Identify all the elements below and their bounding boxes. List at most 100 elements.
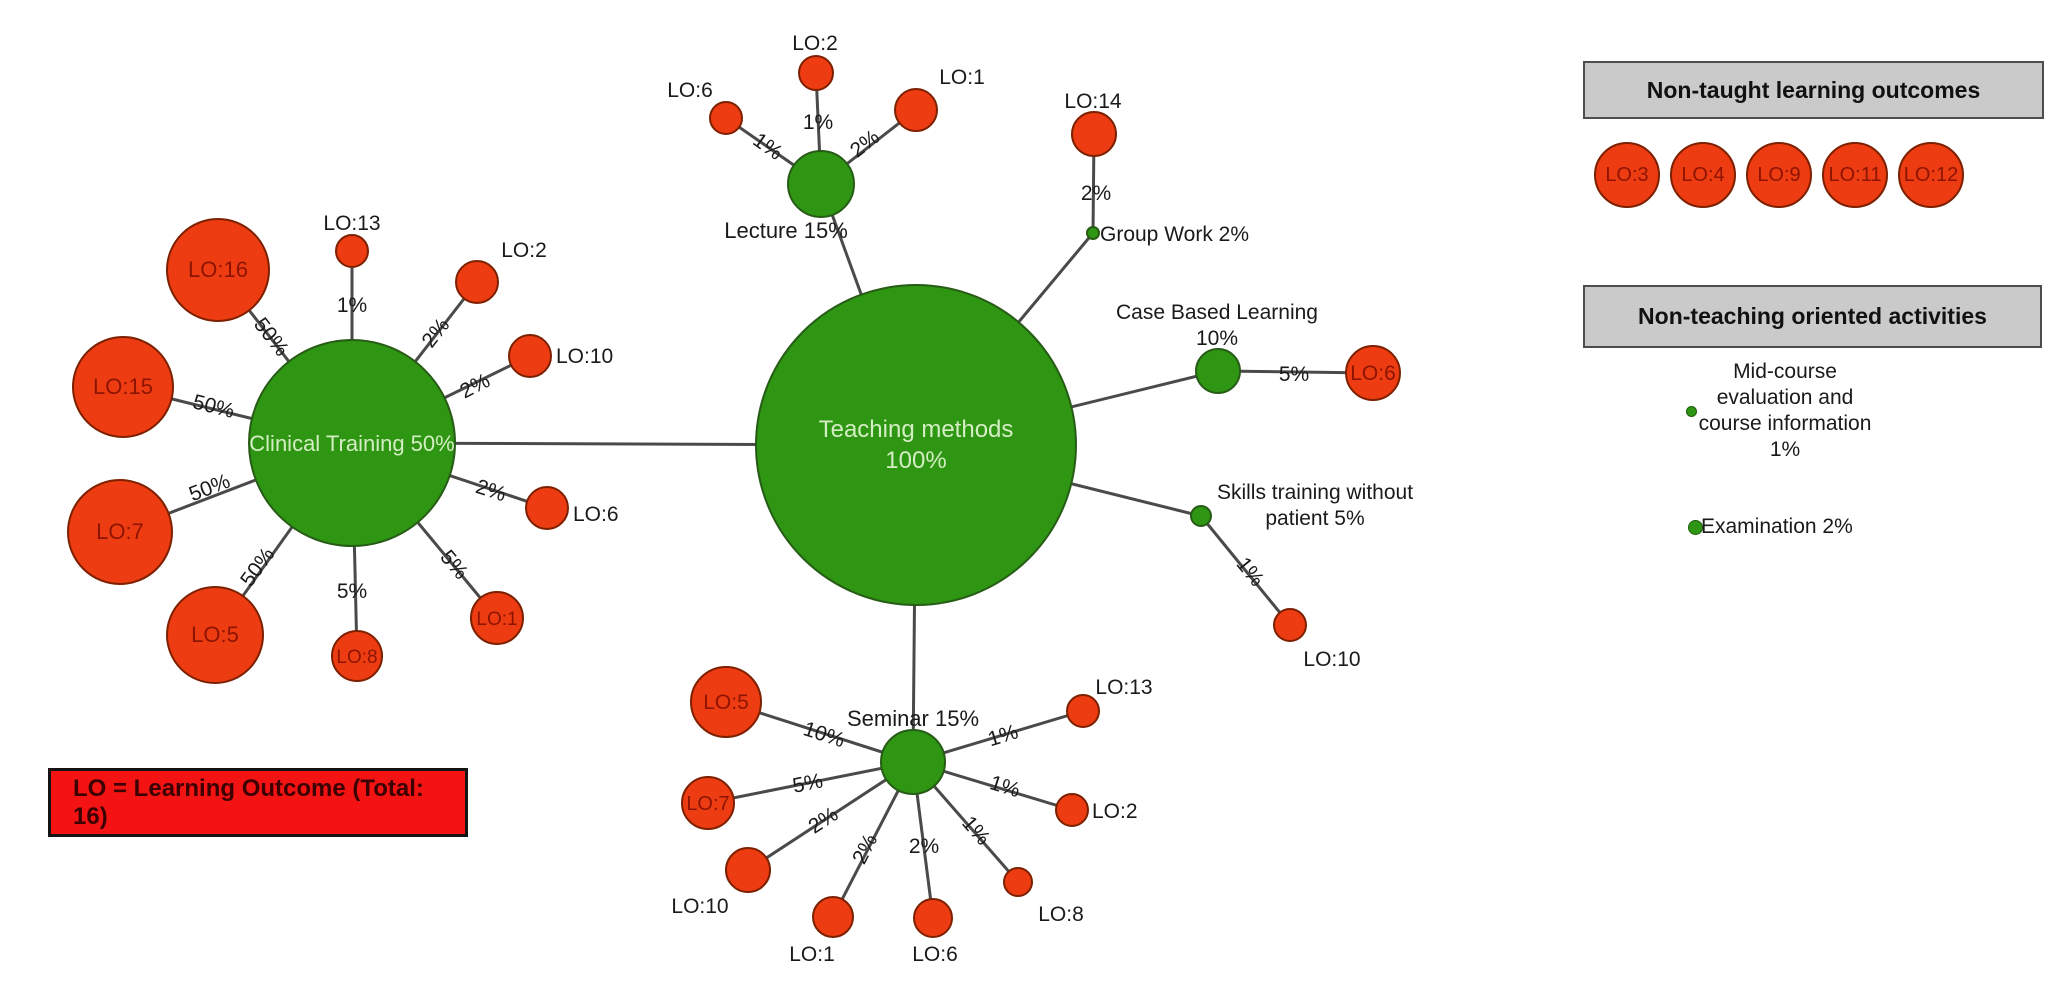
- ct-lo2-label: LO:2: [501, 239, 547, 262]
- lc-lo2-pct: 1%: [803, 111, 833, 134]
- ct-lo16-label: LO:16: [188, 257, 248, 282]
- lc-lo2-label: LO:2: [792, 32, 838, 55]
- cbl-lo6-pct: 5%: [1279, 363, 1309, 386]
- sm-lo7-label: LO:7: [686, 793, 729, 815]
- node-lc-lo1: [894, 88, 938, 132]
- gw-lo14-label: LO:14: [1064, 90, 1122, 113]
- cbl-lo6-label: LO:6: [1350, 362, 1396, 385]
- ct-lo1-label: LO:1: [476, 609, 517, 630]
- lo11-label: LO:11: [1828, 163, 1882, 186]
- node-teaching: [755, 284, 1077, 606]
- lo4-label: LO:4: [1681, 163, 1725, 186]
- node-ct-lo8: [331, 630, 383, 682]
- node-ct-lo16: [166, 218, 270, 322]
- mid-course-line-1: Mid-course: [1733, 360, 1837, 383]
- sm-lo8-label: LO:8: [1038, 903, 1084, 926]
- ct-lo5-label: LO:5: [191, 622, 239, 647]
- node-ct-lo5: [166, 586, 264, 684]
- sm-lo13-label: LO:13: [1095, 676, 1152, 699]
- lc-lo1-pct: 2%: [846, 125, 884, 162]
- node-ct-lo1: [470, 591, 524, 645]
- lc-lo6-label: LO:6: [667, 79, 713, 102]
- ct-lo6-label: LO:6: [573, 503, 619, 526]
- node-sm-lo8: [1003, 867, 1033, 897]
- seminar-label: Seminar 15%: [847, 706, 979, 731]
- non-taught-lo4-circle: LO:4: [1670, 142, 1736, 208]
- legend-box: LO = Learning Outcome (Total: 16): [48, 768, 468, 837]
- node-ct-lo10: [508, 334, 552, 378]
- sm-lo1-pct: 2%: [848, 830, 882, 867]
- non-taught-lo9-circle: LO:9: [1746, 142, 1812, 208]
- clinical-training-label: Clinical Training 50%: [249, 431, 454, 456]
- node-lc-lo6: [709, 101, 743, 135]
- ct-lo13-pct: 1%: [337, 294, 367, 317]
- lo9-label: LO:9: [1757, 163, 1801, 186]
- node-ct-lo7: [67, 479, 173, 585]
- sm-lo6-label: LO:6: [912, 943, 958, 966]
- sm-lo2-pct: 1%: [987, 771, 1023, 802]
- non-taught-header: Non-taught learning outcomes: [1583, 61, 2044, 119]
- node-clinical: [248, 339, 456, 547]
- sm-lo10-pct: 2%: [804, 803, 842, 839]
- non-taught-lo12-circle: LO:12: [1898, 142, 1964, 208]
- ct-lo5-pct: 50%: [236, 543, 279, 591]
- ct-lo6-pct: 2%: [473, 475, 509, 506]
- ct-lo7-label: LO:7: [96, 519, 144, 544]
- node-groupwork: [1086, 226, 1100, 240]
- node-sm-lo7: [681, 776, 735, 830]
- lc-lo1-label: LO:1: [939, 66, 985, 89]
- group-work-label: Group Work 2%: [1100, 223, 1249, 246]
- skills-training-label: Skills training without patient 5%: [1217, 481, 1413, 530]
- node-sm-lo5: [690, 666, 762, 738]
- sm-lo1-label: LO:1: [789, 943, 835, 966]
- ct-lo8-label: LO:8: [336, 647, 377, 668]
- ct-lo15-label: LO:15: [93, 374, 153, 399]
- lecture-label: Lecture 15%: [724, 218, 848, 243]
- node-ct-lo15: [72, 336, 174, 438]
- node-skills: [1190, 505, 1212, 527]
- ct-lo8-pct: 5%: [337, 580, 367, 603]
- node-seminar: [880, 729, 946, 795]
- case-based-learning-label: Case Based Learning 10%: [1116, 301, 1318, 350]
- ct-lo15-pct: 50%: [190, 390, 236, 422]
- node-ct-lo6: [525, 486, 569, 530]
- sm-lo5-pct: 10%: [800, 717, 847, 752]
- node-sm-lo6: [913, 898, 953, 938]
- examination-label: Examination 2%: [1701, 515, 1853, 538]
- sm-lo10-label: LO:10: [671, 895, 728, 918]
- node-lecture: [787, 150, 855, 218]
- ct-lo13-label: LO:13: [323, 212, 380, 235]
- examination-activity: Examination 2%: [1701, 515, 1853, 539]
- ct-lo10-pct: 2%: [456, 369, 493, 403]
- sm-lo2-label: LO:2: [1092, 800, 1138, 823]
- node-sm-lo1: [812, 896, 854, 938]
- non-taught-outcomes-row: LO:3 LO:4 LO:9 LO:11 LO:12: [1594, 142, 1964, 208]
- node-ct-lo2: [455, 260, 499, 304]
- node-ct-lo13: [335, 234, 369, 268]
- lo3-label: LO:3: [1605, 163, 1649, 186]
- ct-lo7-pct: 50%: [186, 470, 233, 507]
- node-sk-lo10: [1273, 608, 1307, 642]
- mid-course-line-3: course information: [1698, 412, 1872, 435]
- mid-course-activity: Mid-course evaluation and course informa…: [1655, 359, 1915, 463]
- mid-course-line-4: 1%: [1769, 438, 1801, 461]
- non-taught-title: Non-taught learning outcomes: [1646, 76, 1981, 103]
- node-cbl: [1195, 348, 1241, 394]
- sk-lo10-label: LO:10: [1303, 648, 1360, 671]
- node-lc-lo2: [798, 55, 834, 91]
- mid-course-line-2: evaluation and: [1716, 386, 1854, 409]
- lc-lo6-pct: 1%: [749, 129, 787, 165]
- node-cbl-lo6: [1345, 345, 1401, 401]
- node-gw-lo14: [1071, 111, 1117, 157]
- edge-skills-sk_lo10: [1199, 515, 1292, 626]
- non-taught-lo3-circle: LO:3: [1594, 142, 1660, 208]
- legend-text: LO = Learning Outcome (Total: 16): [73, 774, 424, 830]
- edge-seminar-sm_lo7: [707, 760, 914, 805]
- node-sm-lo10: [725, 847, 771, 893]
- sm-lo7-pct: 5%: [791, 769, 825, 797]
- ct-lo10-label: LO:10: [556, 345, 613, 368]
- sm-lo6-pct: 2%: [909, 835, 939, 858]
- teaching-methods-label: Teaching methods 100%: [819, 416, 1014, 474]
- node-sm-lo13: [1066, 694, 1100, 728]
